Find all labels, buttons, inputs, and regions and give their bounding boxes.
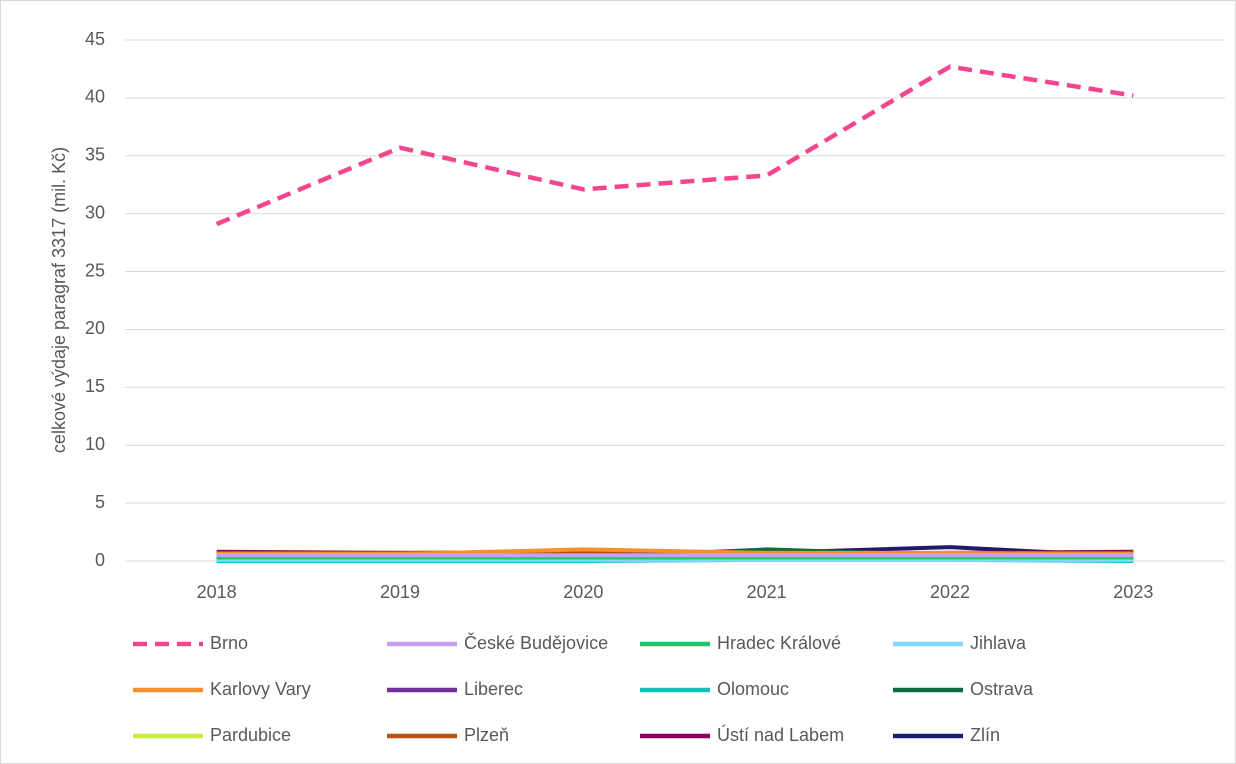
y-tick-label: 20 [85, 318, 105, 338]
x-tick-label: 2019 [380, 582, 420, 602]
legend-label: Olomouc [717, 679, 789, 699]
legend-label: Brno [210, 633, 248, 653]
legend-label: Liberec [464, 679, 523, 699]
y-tick-label: 45 [85, 29, 105, 49]
y-tick-label: 25 [85, 260, 105, 280]
legend-label: Plzeň [464, 725, 509, 745]
legend-label: Pardubice [210, 725, 291, 745]
y-tick-label: 30 [85, 202, 105, 222]
y-tick-label: 0 [95, 550, 105, 570]
x-tick-label: 2020 [563, 582, 603, 602]
legend-label: Ústí nad Labem [717, 724, 844, 745]
y-tick-label: 5 [95, 492, 105, 512]
legend-label: Ostrava [970, 679, 1034, 699]
y-tick-label: 15 [85, 376, 105, 396]
y-tick-label: 10 [85, 434, 105, 454]
legend-label: Jihlava [970, 633, 1027, 653]
y-tick-label: 35 [85, 145, 105, 165]
x-tick-label: 2023 [1113, 582, 1153, 602]
legend-label: České Budějovice [464, 632, 608, 653]
x-tick-label: 2018 [197, 582, 237, 602]
y-tick-label: 40 [85, 87, 105, 107]
x-tick-label: 2021 [747, 582, 787, 602]
legend-label: Karlovy Vary [210, 679, 311, 699]
series-line [215, 64, 1134, 227]
legend-label: Hradec Králové [717, 633, 841, 653]
legend-label: Zlín [970, 725, 1000, 745]
y-axis-title: celkové výdaje paragraf 3317 (mil. Kč) [49, 147, 69, 453]
x-tick-label: 2022 [930, 582, 970, 602]
